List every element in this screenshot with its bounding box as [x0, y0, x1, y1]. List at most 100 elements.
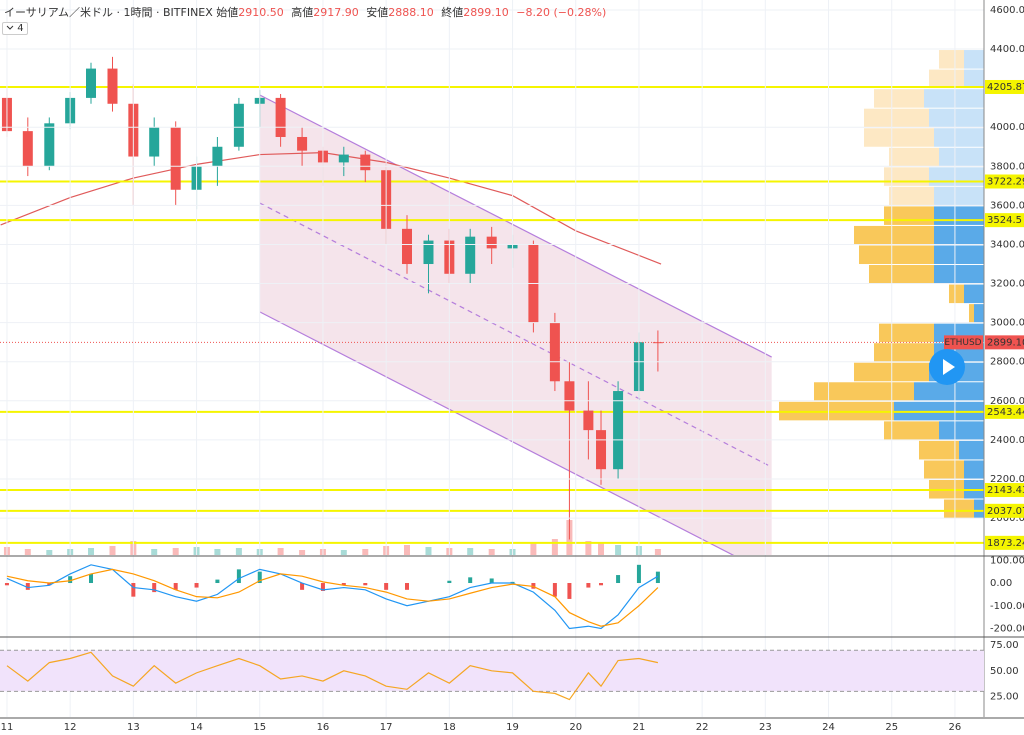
macd-histogram: [131, 583, 136, 597]
volume-bar: [585, 541, 592, 555]
rsi-tick-label: 75.00: [990, 640, 1019, 651]
candle-body: [338, 154, 349, 163]
x-tick-label: 15: [253, 722, 266, 733]
x-tick-label: 21: [633, 722, 646, 733]
macd-histogram: [47, 583, 52, 586]
level-label: 3722.29: [987, 176, 1024, 187]
profile-up: [929, 167, 984, 186]
indicator-toggle[interactable]: 4: [2, 22, 28, 35]
volume-bar: [172, 548, 179, 555]
symbol-tag: [944, 335, 983, 350]
y-tick-label: 3800.00: [990, 161, 1024, 172]
candle-body: [401, 228, 412, 265]
x-tick-label: 13: [127, 722, 140, 733]
high-value: 2917.90: [313, 6, 359, 19]
macd-histogram: [567, 583, 572, 599]
volume-bar: [530, 543, 537, 555]
candle-body: [86, 68, 97, 98]
macd-histogram: [194, 583, 199, 588]
candle-body: [465, 236, 476, 274]
play-button[interactable]: [929, 349, 965, 385]
x-tick-label: 18: [443, 722, 456, 733]
profile-down: [874, 89, 924, 108]
low-label: 安値: [366, 6, 389, 19]
profile-up: [934, 245, 984, 265]
candle-body: [360, 154, 371, 171]
high-label: 高値: [291, 6, 314, 19]
profile-down: [854, 225, 934, 245]
level-label: 2037.07: [987, 506, 1024, 517]
macd-histogram: [489, 578, 494, 584]
rsi-line: [6, 651, 659, 701]
x-tick-label: 19: [506, 722, 519, 733]
volume-bar: [598, 543, 605, 555]
low-value: 2888.10: [388, 6, 434, 19]
candle-body: [613, 391, 624, 470]
level-tag: [985, 213, 1024, 228]
y-tick-label: 3200.00: [990, 279, 1024, 290]
chevron: [6, 25, 14, 30]
profile-up: [974, 304, 984, 323]
level-tag: [985, 174, 1024, 189]
close-value: 2899.10: [463, 6, 509, 19]
profile-down: [869, 265, 934, 284]
profile-up: [974, 499, 984, 519]
candle-body: [583, 410, 594, 431]
x-tick-label: 26: [949, 722, 962, 733]
profile-up: [929, 108, 984, 128]
volume-bar: [340, 550, 347, 555]
candle-body: [233, 103, 244, 147]
profile-down: [859, 245, 934, 265]
profile-down: [884, 421, 939, 440]
volume-bar: [551, 539, 558, 555]
channel-upper: [259, 94, 772, 358]
macd-histogram: [655, 571, 660, 584]
macd-tick-label: 0.00: [990, 578, 1012, 589]
macd-histogram: [320, 583, 325, 591]
macd-histogram: [89, 573, 94, 584]
profile-down: [874, 343, 934, 362]
volume-bar: [151, 549, 158, 555]
profile-up: [939, 421, 984, 440]
volume-bar: [403, 545, 410, 555]
candle-body: [170, 127, 181, 190]
open-label: 始値: [216, 6, 239, 19]
level-tag: [985, 404, 1024, 419]
profile-down: [889, 147, 939, 167]
price-tag: [985, 335, 1024, 350]
x-tick-label: 12: [64, 722, 77, 733]
close-label: 終値: [441, 6, 464, 19]
y-tick-label: 2000.00: [990, 513, 1024, 524]
profile-down: [929, 69, 964, 89]
level-tag: [985, 535, 1024, 550]
y-tick-label: 2400.00: [990, 435, 1024, 446]
candle-body: [275, 97, 286, 137]
profile-up: [924, 89, 984, 108]
level-label: 3524.5: [987, 215, 1022, 226]
y-tick-label: 2200.00: [990, 474, 1024, 485]
price-panel: [0, 50, 984, 555]
profile-down: [814, 382, 914, 401]
volume-bar: [362, 549, 369, 555]
channel-middle: [259, 202, 772, 468]
y-tick-label: 3400.00: [990, 239, 1024, 250]
profile-up: [964, 69, 984, 89]
y-tick-label: 3000.00: [990, 318, 1024, 329]
x-tick-label: 20: [569, 722, 582, 733]
rsi-tick-label: 25.00: [990, 691, 1019, 702]
candle-body: [549, 322, 560, 382]
macd-histogram: [257, 571, 262, 584]
play-icon: [943, 359, 955, 375]
macd-histogram: [468, 577, 473, 584]
profile-up: [964, 284, 984, 304]
volume-bar: [109, 546, 116, 555]
profile-down: [949, 284, 964, 304]
macd-tick-label: -200.00: [990, 623, 1024, 634]
profile-up: [914, 382, 984, 401]
volume-bar: [88, 548, 95, 555]
profile-down: [969, 304, 974, 323]
candle-body: [423, 240, 434, 265]
title: イーサリアム／米ドル · 1時間 · BITFINEX: [4, 6, 213, 19]
profile-up: [964, 460, 984, 479]
x-tick-label: 17: [380, 722, 393, 733]
